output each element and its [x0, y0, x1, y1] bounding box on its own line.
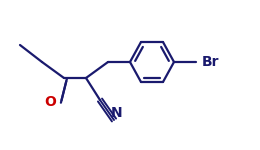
Text: Br: Br	[202, 55, 219, 69]
Text: O: O	[44, 95, 56, 109]
Text: N: N	[111, 106, 123, 120]
